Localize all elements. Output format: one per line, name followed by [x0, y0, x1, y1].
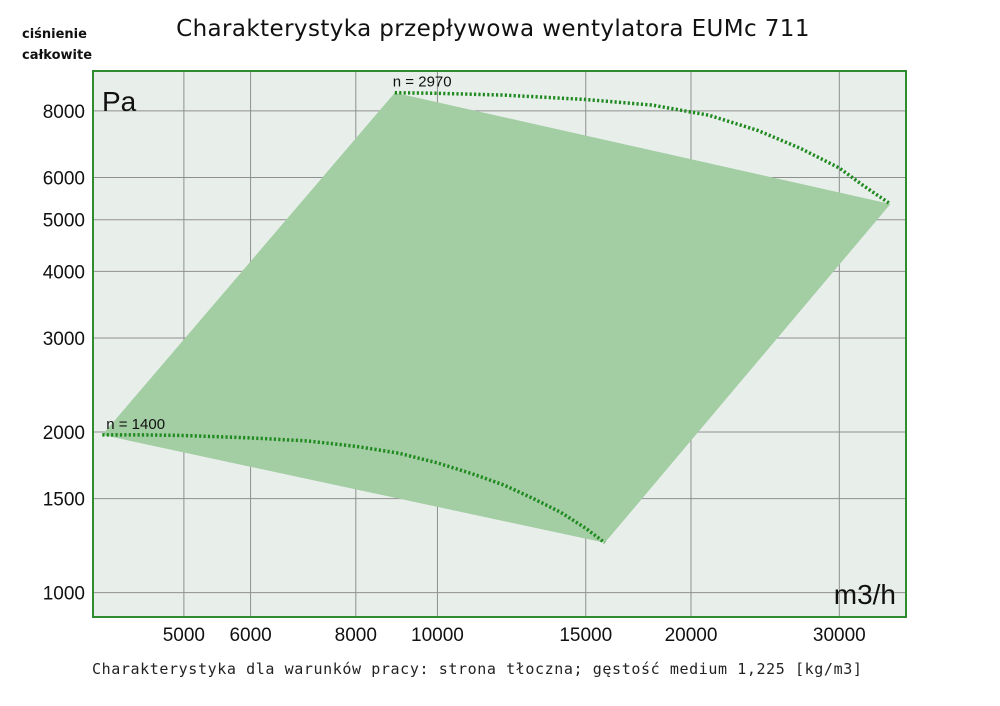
x-tick-label: 5000 — [163, 625, 205, 646]
x-tick-label: 15000 — [559, 625, 612, 646]
operating-area-fill — [102, 92, 891, 543]
speed-curve — [102, 433, 606, 545]
y-tick-label: 3000 — [43, 329, 85, 350]
y-tick-label: 1000 — [43, 584, 85, 605]
y-tick-label: 1500 — [43, 490, 85, 511]
speed-curve-label: n = 1400 — [106, 416, 165, 433]
chart-title: Charakterystyka przepływowa wentylatora … — [176, 16, 810, 42]
plot-frame — [92, 70, 907, 618]
y-tick-label: 8000 — [43, 102, 85, 123]
y-tick-label: 6000 — [43, 168, 85, 189]
y-tick-label: 5000 — [43, 211, 85, 232]
x-tick-label: 10000 — [411, 625, 464, 646]
speed-curves: n = 2970 n = 1400 — [102, 74, 892, 545]
y-axis-unit: Pa — [102, 86, 137, 117]
y-tick-label: 4000 — [43, 262, 85, 283]
x-tick-label: 20000 — [665, 625, 718, 646]
y-tick-labels: 1000 1500 2000 3000 4000 5000 6000 8000 — [43, 102, 85, 605]
y-quantity-label-line-1: ciśnienie — [22, 27, 87, 42]
y-quantity-label-line-2: całkowite — [22, 48, 93, 63]
x-tick-label: 30000 — [813, 625, 866, 646]
operating-conditions-note: Charakterystyka dla warunków pracy: stro… — [92, 660, 863, 678]
y-tick-label: 2000 — [43, 423, 85, 444]
x-tick-label: 6000 — [229, 625, 271, 646]
x-axis-unit: m3/h — [834, 579, 896, 610]
x-tick-labels: 5000 6000 8000 10000 15000 20000 30000 — [163, 625, 866, 646]
y-quantity-label: ciśnienie całkowite — [22, 24, 102, 66]
speed-curve-label: n = 2970 — [393, 74, 452, 91]
operating-area — [102, 92, 891, 543]
x-tick-label: 8000 — [335, 625, 377, 646]
